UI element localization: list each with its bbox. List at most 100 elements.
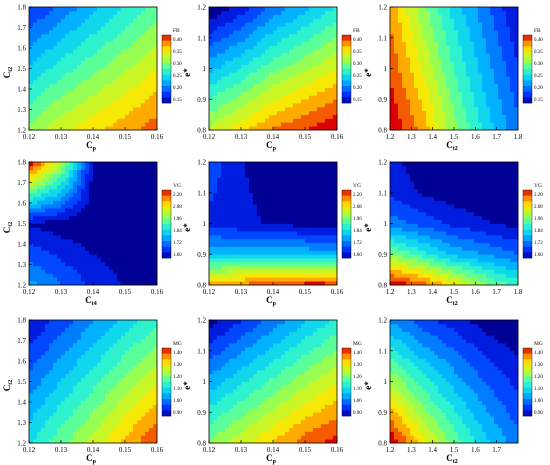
contour-cell [129,49,134,54]
contour-cell [73,192,78,197]
contour-cell [65,219,70,224]
contour-cell [418,83,423,89]
contour-cell [45,250,50,255]
contour-cell [285,114,290,119]
contour-cell [442,30,447,35]
contour-cell [137,215,142,220]
contour-cell [37,219,42,224]
contour-cell [229,177,234,182]
contour-cell [97,110,102,115]
contour-cell [33,87,38,92]
contour-cell [89,87,94,92]
contour-cell [269,246,274,251]
contour-cell [253,114,258,119]
contour-cell [273,30,278,35]
contour-cell [321,22,326,27]
contour-cell [133,30,138,35]
contour-cell [229,188,234,194]
contour-cell [117,126,122,131]
contour-cell [237,41,242,46]
contour-cell [430,22,435,27]
contour-cell [141,208,146,213]
contour-cell [105,7,110,12]
contour-cell [113,238,118,244]
contour-cell [129,30,134,35]
contour-cell [221,242,226,247]
contour-cell [414,45,419,50]
contour-cell [253,281,258,286]
contour-cell [514,60,519,65]
contour-cell [269,14,274,19]
contour-cell [73,246,78,251]
contour-cell [117,49,122,54]
contour-cell [65,227,70,232]
contour-cell [89,223,94,228]
contour-cell [305,126,310,131]
contour-cell [61,204,66,209]
contour-cell [53,169,58,174]
contour-cell [109,223,114,228]
contour-cell [141,223,146,228]
contour-cell [297,18,302,23]
contour-cell [125,64,130,69]
contour-cell [133,265,138,270]
contour-cell [486,41,491,46]
contour-cell [313,26,318,31]
contour-cell [137,165,142,171]
contour-cell [466,33,471,39]
contour-cell [81,114,86,119]
contour-cell [486,37,491,42]
contour-cell [486,118,491,123]
contour-cell [438,87,443,92]
contour-cell [133,41,138,46]
contour-cell [149,118,154,123]
contour-cell [438,114,443,119]
contour-cell [129,64,134,69]
contour-cell [109,30,114,35]
contour-cell [510,60,515,65]
contour-cell [241,265,246,270]
contour-cell [85,208,90,213]
contour-cell [285,56,290,62]
contour-cell [81,277,86,282]
contour-cell [85,188,90,194]
contour-cell [406,68,411,73]
contour-cell [293,68,298,73]
contour-cell [45,165,50,171]
contour-cell [113,219,118,224]
contour-cell [93,64,98,69]
contour-cell [434,60,439,65]
contour-cell [41,215,46,220]
contour-cell [478,14,483,19]
contour-cell [454,14,459,19]
contour-cell [209,185,214,190]
contour-cell [293,99,298,104]
contour-cell [105,80,110,85]
contour-cell [466,80,471,85]
contour-cell [125,269,130,274]
colorbar-tick-label: 0.15 [353,98,362,103]
contour-cell [37,208,42,213]
contour-cell [229,83,234,89]
contour-cell [442,103,447,108]
contour-cell [229,53,234,58]
contour-cell [293,235,298,240]
contour-cell [57,80,62,85]
contour-cell [466,7,471,12]
contour-cell [221,192,226,197]
contour-cell [61,80,66,85]
contour-cell [233,181,238,186]
contour-cell [33,219,38,224]
contour-cell [121,200,126,205]
contour-cell [61,122,66,127]
contour-cell [33,196,38,201]
contour-cell [446,110,451,115]
contour-cell [53,208,58,213]
contour-cell [245,281,250,286]
contour-cell [105,45,110,50]
contour-cell [41,254,46,259]
contour-cell [29,250,34,255]
contour-cell [129,238,134,244]
contour-cell [329,99,334,104]
contour-cell [49,7,54,12]
